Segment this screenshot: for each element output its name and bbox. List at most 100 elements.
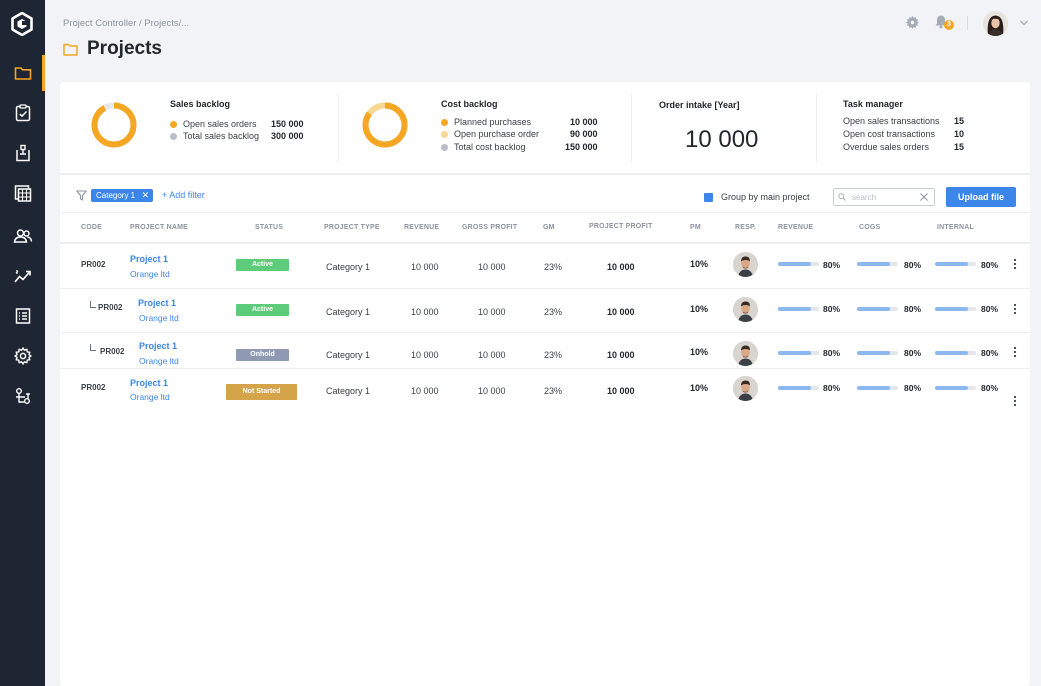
sales-backlog-donut [91, 102, 137, 148]
gear-icon [13, 347, 32, 365]
legend-open-purchase-order: Open purchase order [441, 129, 539, 139]
add-filter-link[interactable]: + Add filter [162, 190, 205, 200]
column-header-status[interactable]: STATUS [255, 224, 284, 231]
tree-connector [90, 344, 96, 351]
sidebar-item-calculations[interactable] [0, 175, 45, 211]
project-code: PR002 [100, 347, 125, 356]
summary-cards: Sales backlog Open sales orders 150 000 … [60, 82, 1030, 175]
gm-value: 23% [544, 350, 563, 360]
cost-backlog-title: Cost backlog [441, 99, 498, 109]
clipboard-list-icon [15, 144, 30, 162]
folder-icon [14, 67, 31, 80]
column-header-project-profit[interactable]: PROJECT PROFIT [589, 223, 653, 230]
column-header-pm[interactable]: PM [690, 224, 701, 231]
progress-fill [778, 307, 811, 311]
column-header-project-type[interactable]: PROJECT TYPE [324, 224, 380, 231]
project-code: PR002 [81, 260, 106, 269]
internal-percent: 80% [981, 383, 999, 393]
project-type: Category 1 [326, 350, 371, 360]
company-link[interactable]: Orange ltd [139, 313, 179, 323]
revenue-percent: 80% [823, 304, 841, 314]
row-divider [60, 332, 1030, 333]
more-options-icon[interactable] [1010, 303, 1020, 315]
project-name-link[interactable]: Project 1 [139, 341, 178, 351]
projects-panel: Sales backlog Open sales orders 150 000 … [60, 82, 1030, 686]
filter-chip-category[interactable]: Category 1 ✕ [91, 189, 154, 202]
order-intake-value: 10 000 [685, 126, 759, 153]
project-profit-value: 10 000 [607, 350, 635, 360]
sidebar-item-structure[interactable] [0, 378, 45, 414]
legend-label: Open sales orders [183, 119, 257, 129]
revenue-value: 10 000 [411, 262, 439, 272]
app-logo-icon[interactable] [11, 12, 33, 36]
project-code: PR002 [98, 303, 123, 312]
column-header-resp[interactable]: RESP. [735, 224, 757, 231]
revenue-percent: 80% [823, 383, 841, 393]
project-code: PR002 [81, 383, 106, 392]
legend-total-sales-backlog: Total sales backlog [170, 131, 259, 141]
clear-search-icon[interactable] [919, 192, 929, 202]
search-input[interactable] [833, 188, 935, 206]
table-header-border [60, 242, 1030, 244]
column-header-cogs[interactable]: COGS [859, 224, 881, 231]
user-avatar[interactable] [983, 11, 1008, 36]
filter-icon[interactable] [76, 190, 87, 201]
task-open-sales-transactions[interactable]: Open sales transactions [843, 116, 940, 126]
sidebar-item-tasks[interactable] [0, 95, 45, 131]
sidebar-item-users[interactable] [0, 218, 45, 254]
gross-profit-value: 10 000 [478, 350, 506, 360]
settings-gear-icon[interactable] [905, 15, 920, 30]
pm-value: 10% [690, 347, 709, 357]
sidebar-item-settings[interactable] [0, 338, 45, 374]
sidebar-item-reports[interactable] [0, 298, 45, 334]
task-open-cost-transactions[interactable]: Open cost transactions [843, 129, 936, 139]
internal-progress-bar [935, 307, 976, 311]
column-header-gm[interactable]: GM [543, 224, 555, 231]
sidebar-item-orders[interactable] [0, 135, 45, 171]
project-name-link[interactable]: Project 1 [138, 298, 177, 308]
task-overdue-sales-orders[interactable]: Overdue sales orders [843, 142, 930, 152]
more-options-icon[interactable] [1010, 258, 1020, 270]
page-title: Projects [87, 38, 162, 59]
upload-file-button[interactable]: Upload file [946, 187, 1016, 207]
responsible-avatar[interactable] [733, 376, 758, 401]
internal-progress-bar [935, 262, 976, 266]
more-options-icon[interactable] [1010, 395, 1020, 407]
column-header-internal[interactable]: INTERNAL [937, 224, 974, 231]
company-link[interactable]: Orange ltd [139, 356, 179, 366]
project-type: Category 1 [326, 386, 371, 396]
project-type: Category 1 [326, 262, 371, 272]
task-count: 10 [954, 129, 965, 139]
row-divider [60, 368, 1030, 369]
close-icon[interactable]: ✕ [141, 190, 150, 200]
more-options-icon[interactable] [1010, 346, 1020, 358]
company-link[interactable]: Orange ltd [130, 269, 170, 279]
gross-profit-value: 10 000 [478, 262, 506, 272]
sales-backlog-title: Sales backlog [170, 99, 231, 109]
group-by-checkbox[interactable] [704, 193, 713, 202]
breadcrumb[interactable]: Project Controller / Projects/... [63, 18, 190, 29]
column-header-revenue[interactable]: REVENUE [404, 224, 440, 231]
column-header-project-name[interactable]: PROJECT NAME [130, 224, 189, 231]
column-header-revenue-progress[interactable]: REVENUE [778, 224, 814, 231]
bell-icon[interactable] [934, 14, 948, 29]
sidebar-item-projects[interactable] [0, 55, 45, 91]
company-link[interactable]: Orange ltd [130, 392, 170, 402]
cogs-progress-bar [857, 351, 898, 355]
task-count: 15 [954, 116, 965, 126]
pm-value: 10% [690, 259, 709, 269]
project-name-link[interactable]: Project 1 [130, 254, 169, 264]
project-type: Category 1 [326, 307, 371, 317]
responsible-avatar[interactable] [733, 297, 758, 322]
sidebar-item-analytics[interactable] [0, 258, 45, 294]
legend-value: 90 000 [570, 129, 598, 139]
revenue-percent: 80% [823, 348, 841, 358]
column-header-gross-profit[interactable]: GROSS PROFIT [462, 224, 518, 231]
chevron-down-icon[interactable] [1019, 19, 1029, 27]
column-header-code[interactable]: CODE [81, 224, 103, 231]
tree-connector [90, 301, 96, 308]
responsible-avatar[interactable] [733, 252, 758, 277]
list-document-icon [15, 308, 30, 324]
responsible-avatar[interactable] [733, 341, 758, 366]
project-name-link[interactable]: Project 1 [130, 378, 169, 388]
